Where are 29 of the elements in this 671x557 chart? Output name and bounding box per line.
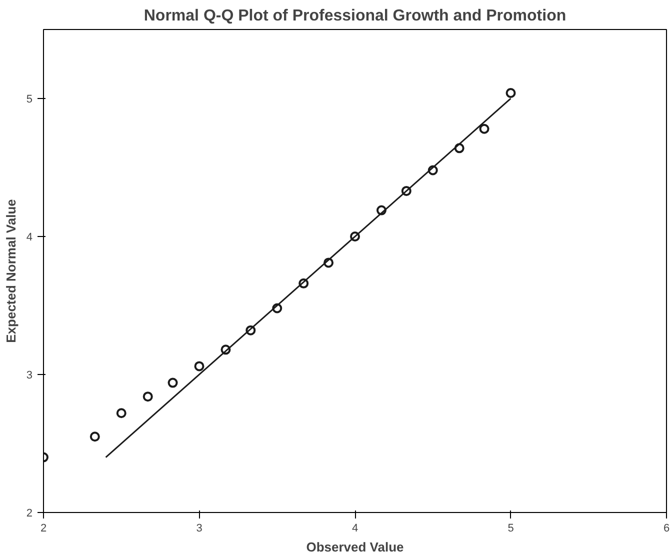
point bbox=[428, 165, 438, 176]
point bbox=[454, 143, 464, 154]
point bbox=[142, 392, 153, 402]
point bbox=[401, 186, 412, 196]
point bbox=[376, 205, 386, 216]
y-tick-label: 5 bbox=[26, 94, 33, 106]
y-tick-label: 4 bbox=[26, 232, 33, 244]
point bbox=[350, 232, 360, 242]
point bbox=[479, 124, 490, 134]
chart-title: Normal Q-Q Plot of Professional Growth and Promotion bbox=[144, 8, 566, 24]
point bbox=[324, 258, 334, 268]
point bbox=[220, 344, 231, 355]
x-axis-title: Observed Value bbox=[306, 540, 404, 554]
point bbox=[168, 378, 178, 388]
x-tick-label: 4 bbox=[352, 522, 358, 534]
y-axis-title: Expected Normal Value bbox=[3, 199, 18, 343]
point bbox=[246, 325, 256, 336]
point bbox=[194, 361, 204, 372]
x-tick-label: 3 bbox=[196, 522, 202, 534]
point bbox=[116, 408, 126, 418]
x-tick-label: 5 bbox=[508, 522, 514, 534]
point bbox=[272, 303, 282, 314]
y-tick-label: 3 bbox=[26, 370, 33, 382]
x-tick-label: 6 bbox=[663, 522, 670, 534]
y-tick-label: 2 bbox=[26, 508, 33, 520]
point bbox=[298, 278, 309, 288]
point bbox=[90, 432, 100, 442]
x-tick-label: 2 bbox=[40, 522, 47, 534]
point bbox=[506, 88, 516, 98]
